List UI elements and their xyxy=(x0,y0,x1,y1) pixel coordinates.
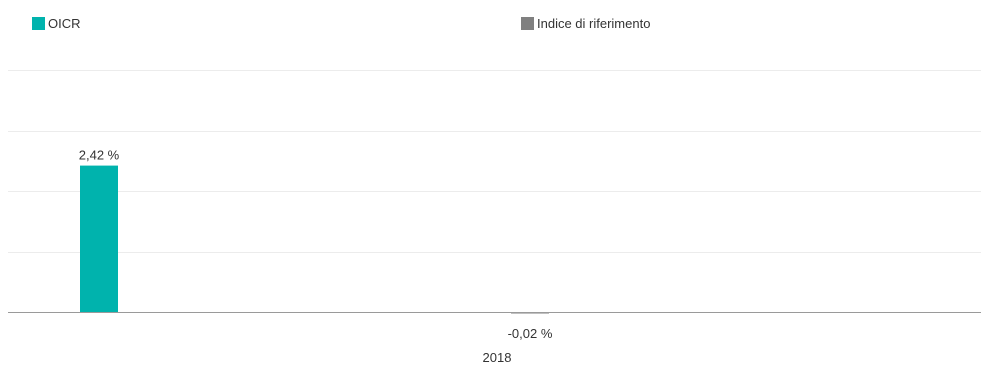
data-label-benchmark-2018: -0,02 % xyxy=(508,326,553,341)
legend-swatch-benchmark xyxy=(521,17,534,30)
data-labels: 2,42 % -0,02 % xyxy=(79,148,553,341)
bar-oicr-2018 xyxy=(80,165,118,312)
gridlines xyxy=(8,70,981,253)
legend-label-oicr: OICR xyxy=(48,16,81,31)
legend-swatch-oicr xyxy=(32,17,45,30)
x-axis: 2018 xyxy=(8,312,981,365)
legend: OICR Indice di riferimento xyxy=(32,16,650,31)
bars xyxy=(80,165,549,314)
legend-label-benchmark: Indice di riferimento xyxy=(537,16,650,31)
data-label-oicr-2018: 2,42 % xyxy=(79,148,120,163)
x-tick-label-2018: 2018 xyxy=(483,350,512,365)
